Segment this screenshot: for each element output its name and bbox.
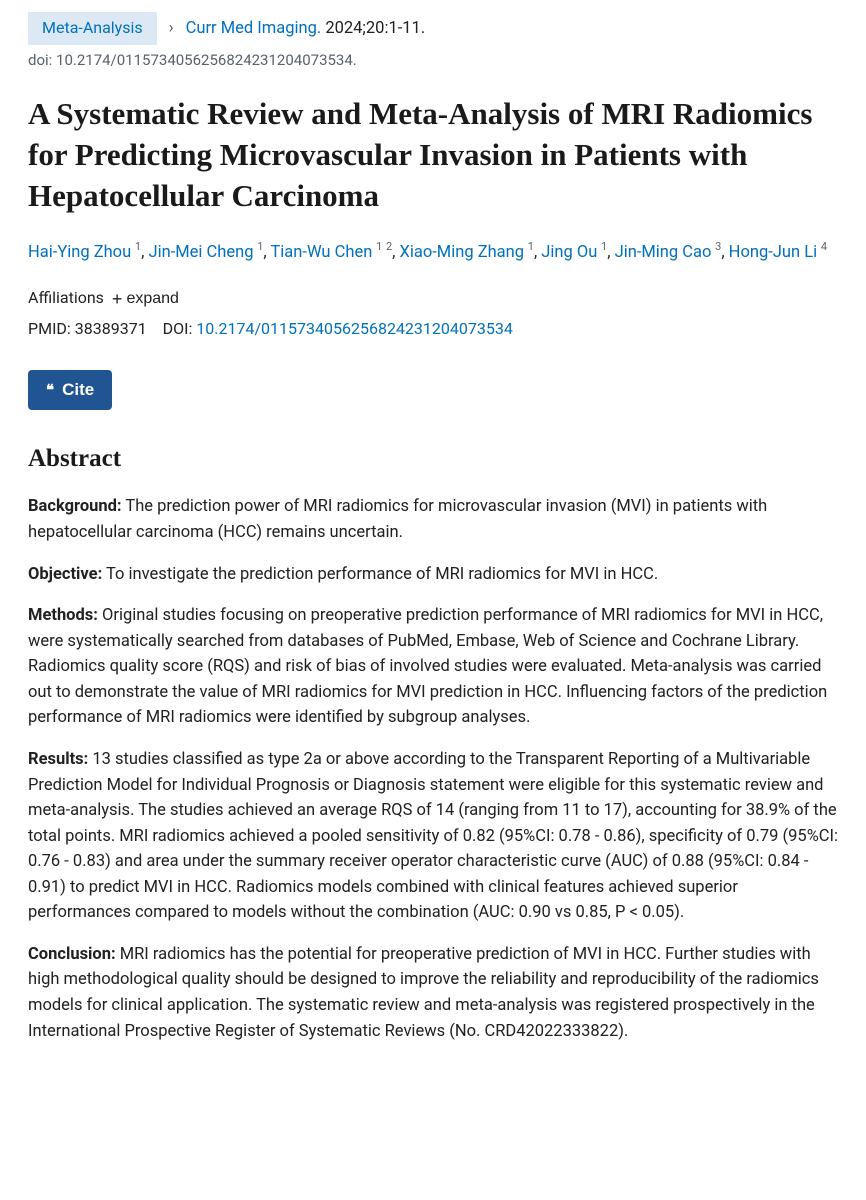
affiliations-label: Affiliations (28, 286, 104, 311)
abstract-paragraph: Background: The prediction power of MRI … (28, 494, 838, 545)
publication-type-badge[interactable]: Meta-Analysis (28, 12, 157, 45)
author-link[interactable]: Hong-Jun Li (729, 243, 817, 262)
expand-label: expand (126, 290, 179, 308)
doi-line: doi: 10.2174/011573405625682423120407353… (28, 49, 838, 72)
citation-detail: 2024;20:1-11. (325, 19, 425, 38)
abstract-body: Background: The prediction power of MRI … (28, 494, 838, 1044)
authors-list: Hai-Ying Zhou 1, Jin-Mei Cheng 1, Tian-W… (28, 237, 838, 268)
journal-citation: Curr Med Imaging. 2024;20:1-11. (186, 16, 426, 42)
chevron-right-icon: › (169, 16, 174, 42)
author-separator: , (392, 243, 399, 262)
abstract-paragraph: Conclusion: MRI radiomics has the potent… (28, 942, 838, 1044)
author-link[interactable]: Hai-Ying Zhou (28, 243, 131, 262)
article-title: A Systematic Review and Meta-Analysis of… (28, 94, 838, 217)
affiliation-superscript[interactable]: 1 (373, 240, 382, 253)
doi-link[interactable]: 10.2174/0115734056256824231204073534 (196, 319, 513, 338)
abstract-section-label: Background: (28, 497, 122, 516)
author-link[interactable]: Jing Ou (541, 243, 597, 262)
author-separator: , (721, 243, 728, 262)
affiliation-superscript[interactable]: 2 (383, 240, 392, 253)
affiliation-superscript[interactable]: 1 (598, 240, 607, 253)
author-link[interactable]: Tian-Wu Chen (270, 243, 372, 262)
doi-label: DOI: (163, 319, 193, 338)
quote-icon: ❝ (46, 381, 52, 399)
abstract-heading: Abstract (28, 440, 838, 479)
expand-affiliations-button[interactable]: + expand (112, 290, 179, 308)
author-link[interactable]: Jin-Mei Cheng (148, 243, 253, 262)
pmid-label: PMID: (28, 319, 71, 338)
cite-button-label: Cite (62, 380, 94, 400)
abstract-section-label: Results: (28, 750, 88, 769)
author-link[interactable]: Jin-Ming Cao (615, 243, 712, 262)
affiliation-superscript[interactable]: 4 (818, 240, 827, 253)
affiliation-superscript[interactable]: 1 (525, 240, 534, 253)
affiliation-superscript[interactable]: 1 (132, 240, 141, 253)
pmid-value: 38389371 (75, 319, 147, 338)
abstract-section-label: Objective: (28, 565, 102, 584)
cite-button[interactable]: ❝ Cite (28, 370, 112, 410)
abstract-section-label: Conclusion: (28, 945, 116, 964)
author-link[interactable]: Xiao-Ming Zhang (400, 243, 525, 262)
identifiers-row: PMID: 38389371 DOI: 10.2174/011573405625… (28, 317, 838, 342)
abstract-paragraph: Results: 13 studies classified as type 2… (28, 747, 838, 926)
affiliation-superscript[interactable]: 3 (712, 240, 721, 253)
abstract-paragraph: Methods: Original studies focusing on pr… (28, 603, 838, 731)
abstract-section-label: Methods: (28, 606, 98, 625)
author-separator: , (607, 243, 614, 262)
abstract-paragraph: Objective: To investigate the prediction… (28, 562, 838, 588)
plus-icon: + (112, 290, 123, 308)
journal-link[interactable]: Curr Med Imaging. (186, 19, 322, 38)
